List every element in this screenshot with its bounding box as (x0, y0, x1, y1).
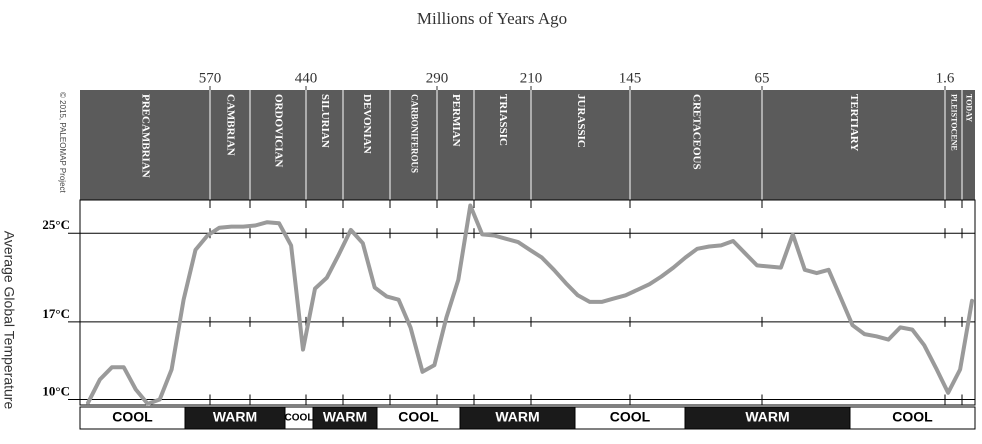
x-tick-label: 570 (199, 70, 222, 86)
credit: © 2015, PALEOMAP Project (58, 92, 67, 194)
x-tick-label: 65 (755, 70, 770, 86)
temperature-line (86, 203, 974, 406)
period-label: SILURIAN (319, 94, 331, 148)
climate-label: WARM (745, 409, 789, 425)
period-label: CARBONIFEROUS (409, 94, 419, 173)
x-tick-label: 210 (520, 70, 543, 86)
plot-frame (79, 199, 976, 406)
climate-label: COOL (285, 413, 314, 424)
period-label: TRIASSIC (497, 94, 509, 146)
climate-label: WARM (495, 409, 539, 425)
climate-label: COOL (112, 409, 153, 425)
x-tick-label: 440 (295, 70, 318, 86)
y-tick-label: 25°C (42, 217, 70, 232)
y-tick-label: 17°C (42, 306, 70, 321)
period-label: DEVONIAN (361, 94, 373, 154)
climate-label: WARM (323, 409, 367, 425)
x-tick-label: 290 (426, 70, 449, 86)
climate-band (849, 406, 976, 430)
climate-label: COOL (398, 409, 439, 425)
period-band (80, 90, 975, 200)
period-label: PLEISTOCENE (950, 94, 959, 151)
period-label: PERMIAN (450, 94, 462, 147)
y-axis-label: Average Global Temperature (1, 231, 17, 410)
period-label: PRECAMBRIAN (139, 94, 151, 178)
x-tick-label: 1.6 (936, 70, 955, 86)
chart-title: Millions of Years Ago (417, 9, 567, 28)
period-label: TERTIARY (848, 94, 860, 151)
climate-label: COOL (610, 409, 651, 425)
x-tick-label: 145 (619, 70, 642, 86)
climate-label: WARM (213, 409, 257, 425)
period-label: CAMBRIAN (224, 94, 236, 156)
period-label: ORDOVICIAN (272, 94, 284, 167)
period-label: TODAY (965, 94, 974, 122)
y-tick-label: 10°C (42, 383, 70, 398)
period-label: JURASSIC (575, 94, 587, 148)
climate-label: COOL (892, 409, 933, 425)
period-label: CRETACEOUS (690, 94, 702, 170)
